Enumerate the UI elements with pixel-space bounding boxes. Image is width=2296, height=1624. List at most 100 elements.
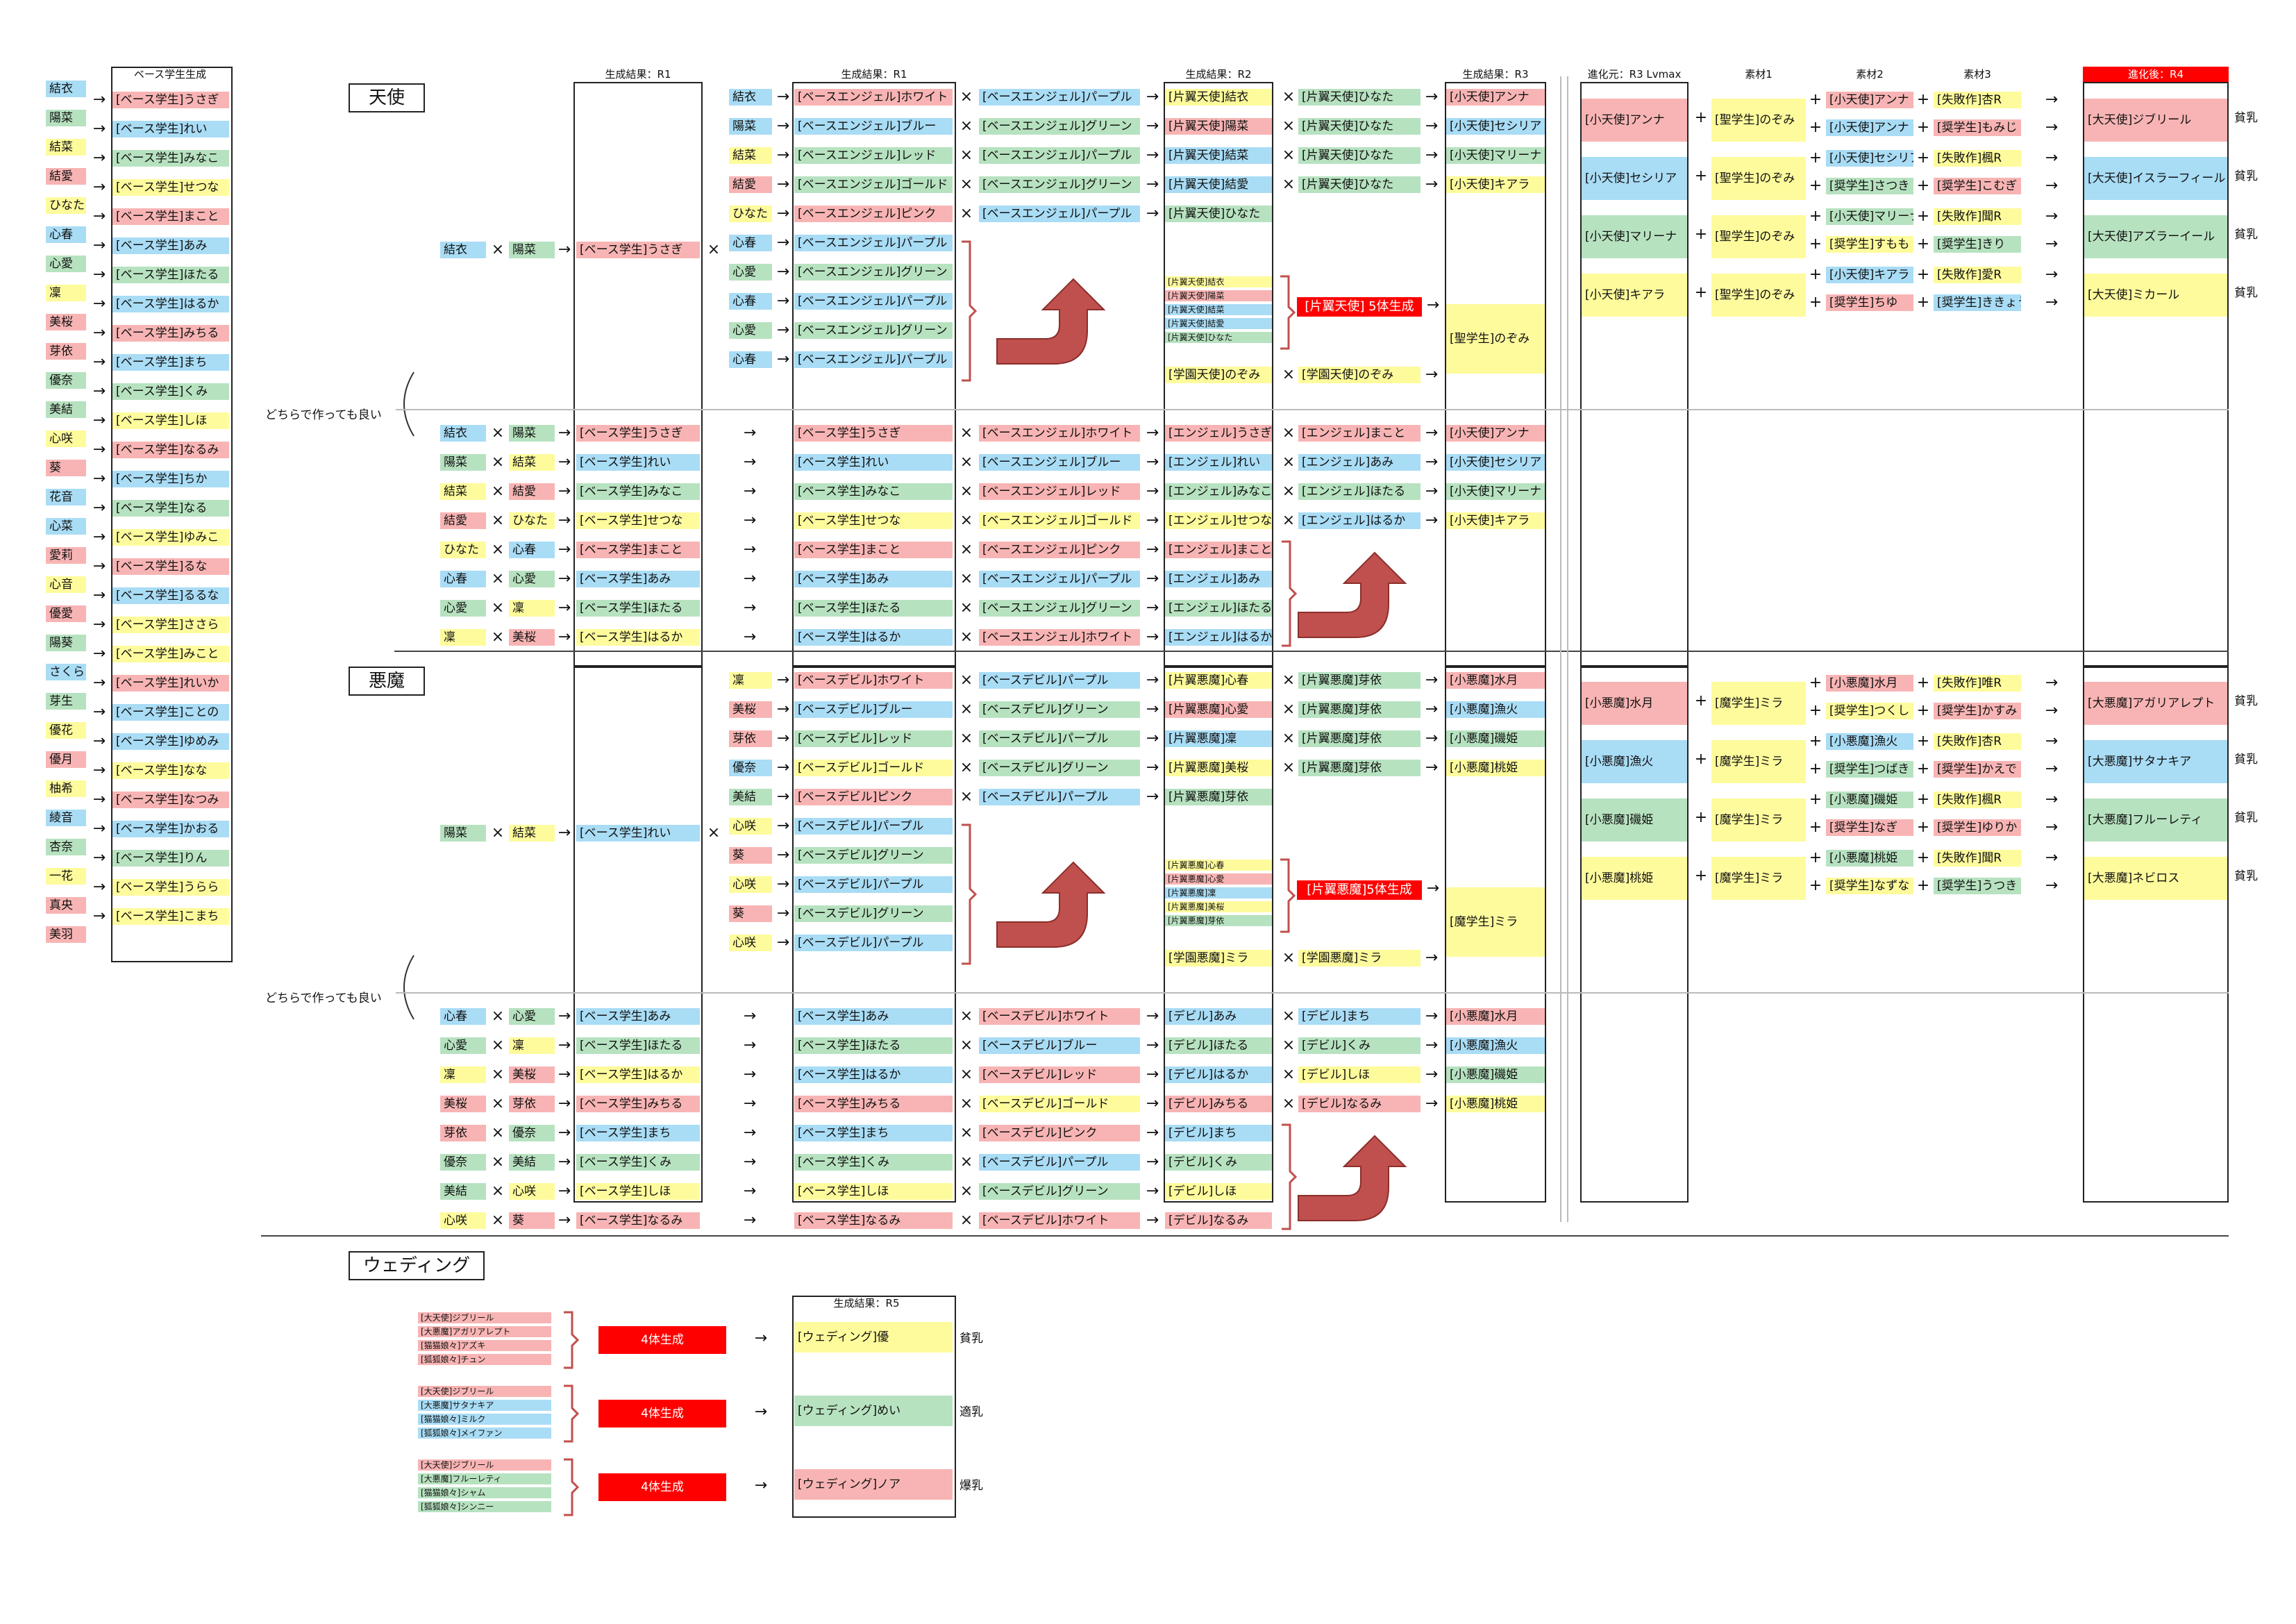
frame-evo (1580, 82, 1689, 1203)
to-glyph: → (2045, 733, 2059, 750)
to-glyph: → (776, 701, 790, 718)
to-glyph: → (92, 645, 106, 662)
r1a-result: [ベース学生]うさぎ (576, 425, 700, 442)
to-glyph: → (743, 424, 757, 442)
plus-glyph: + (1809, 91, 1822, 108)
to-glyph: → (558, 1153, 571, 1171)
mat2: [小悪魔]磯姫 (1826, 792, 1913, 808)
to-glyph: → (1146, 453, 1159, 471)
x-glyph: × (1282, 117, 1296, 135)
base-result: [ベース学生]ほたる (112, 267, 229, 283)
base-name: 陽菜 (46, 110, 86, 126)
plus-glyph: + (1809, 266, 1822, 283)
r3-result: [小天使]キアラ (1446, 176, 1545, 193)
base-name: 一花 (46, 868, 86, 885)
mat1: [魔学生]ミラ (1711, 682, 1806, 725)
to-glyph: → (558, 453, 571, 471)
x-glyph: × (491, 1095, 505, 1112)
x-glyph: × (1282, 671, 1296, 689)
r4-result: [大悪魔]アガリアレプト (2084, 682, 2227, 725)
to-glyph: → (776, 88, 790, 106)
child-name: 心春 (729, 351, 772, 368)
parent-b: 陽菜 (509, 242, 555, 258)
stack-item: [片翼天使]結愛 (1165, 318, 1272, 329)
x-glyph: × (1282, 701, 1296, 718)
to-glyph: → (92, 441, 106, 458)
plus-glyph: + (1809, 235, 1822, 253)
frame-r3 (1445, 665, 1546, 668)
frame-r4 (2083, 82, 2229, 1203)
x-glyph: × (960, 788, 973, 805)
plus-glyph: + (1809, 702, 1822, 719)
r2-result: [エンジェル]はるか (1165, 629, 1272, 646)
to-glyph: → (1425, 483, 1439, 500)
r1b-result: [ベースデビル]パープル (794, 876, 953, 893)
size-tag: 貧乳 (2234, 811, 2258, 825)
wedding-material: [猫猫娘々]アズキ (418, 1340, 551, 1351)
frame-r2 (1164, 665, 1273, 668)
header-base: ベース学生生成 (133, 68, 207, 81)
plus-glyph: + (1916, 208, 1930, 225)
plus-glyph: + (1916, 849, 1930, 867)
r4-result: [大天使]アズラーイール (2084, 215, 2227, 258)
base-name: 凜 (46, 285, 86, 301)
child-name: 心春 (729, 293, 772, 310)
x-glyph: × (960, 1007, 973, 1025)
plus-glyph: + (1694, 751, 1708, 768)
child-name: 心春 (729, 235, 772, 251)
to-glyph: → (2045, 760, 2059, 778)
x-glyph: × (491, 241, 505, 258)
cross-partner: [ベースデビル]パープル (979, 789, 1140, 805)
child-name: 心愛 (729, 322, 772, 339)
mat3: [奨学生]もみじ (1934, 119, 2021, 136)
size-tag: 貧乳 (2234, 228, 2258, 242)
x-glyph: × (491, 599, 505, 617)
parent-b: 心春 (509, 542, 555, 558)
wedding-material: [大天使]ジブリール (418, 1386, 551, 1397)
mat1: [聖学生]のぞみ (1711, 99, 1806, 142)
to-glyph: → (558, 424, 571, 442)
x-glyph: × (491, 1007, 505, 1025)
to-glyph: → (1425, 949, 1439, 966)
to-glyph: → (2045, 877, 2059, 894)
r1b-result: [ベースエンジェル]ホワイト (794, 89, 953, 106)
r2-result: [エンジェル]まこと (1165, 542, 1272, 558)
to-glyph: → (743, 1007, 757, 1025)
plus-glyph: + (1916, 177, 1930, 194)
cross-partner: [片翼悪魔]芽依 (1298, 701, 1421, 718)
base-name: 美結 (46, 401, 86, 418)
to-glyph: → (1146, 628, 1159, 646)
base-name: 花音 (46, 489, 86, 505)
header-m1: 素材1 (1745, 68, 1773, 81)
cross-partner: [エンジェル]まこと (1298, 425, 1421, 442)
cross-partner: [ベースエンジェル]グリーン (979, 176, 1140, 193)
section-title: ウェディング (349, 1251, 485, 1280)
plus-glyph: + (1916, 119, 1930, 136)
x-glyph: × (960, 1182, 973, 1200)
base-result: [ベース学生]れいか (112, 675, 229, 692)
parent-b: 心咲 (509, 1183, 555, 1200)
header-r4: 進化後：R4 (2083, 67, 2229, 82)
plus-glyph: + (1809, 760, 1822, 778)
seigaku-r3: [魔学生]ミラ (1446, 887, 1545, 957)
r1b-result: [ベースデビル]レッド (794, 730, 953, 747)
cross-partner: [ベースエンジェル]ホワイト (979, 425, 1140, 442)
five-badge: [片翼天使] 5体生成 (1297, 297, 1422, 317)
r2-result: [エンジェル]れい (1165, 454, 1272, 471)
to-glyph: → (743, 1037, 757, 1054)
base-name: 杏奈 (46, 839, 86, 855)
size-tag: 貧乳 (960, 1332, 983, 1346)
cross-partner: [片翼天使]ひなた (1298, 147, 1421, 164)
mat3: [奨学生]かえで (1934, 761, 2021, 778)
base-result: [ベース学生]るな (112, 558, 229, 575)
r3-result: [小天使]アンナ (1446, 425, 1545, 442)
to-glyph: → (743, 570, 757, 587)
parent-b: 結菜 (509, 825, 555, 842)
x-glyph: × (491, 1066, 505, 1083)
parent-b: ひなた (509, 512, 555, 529)
base-result: [ベース学生]まこと (112, 208, 229, 225)
x-glyph: × (960, 570, 973, 587)
base-result: [ベース学生]なるみ (112, 442, 229, 458)
section-title: 天使 (349, 83, 425, 112)
x-glyph: × (1282, 1095, 1296, 1112)
